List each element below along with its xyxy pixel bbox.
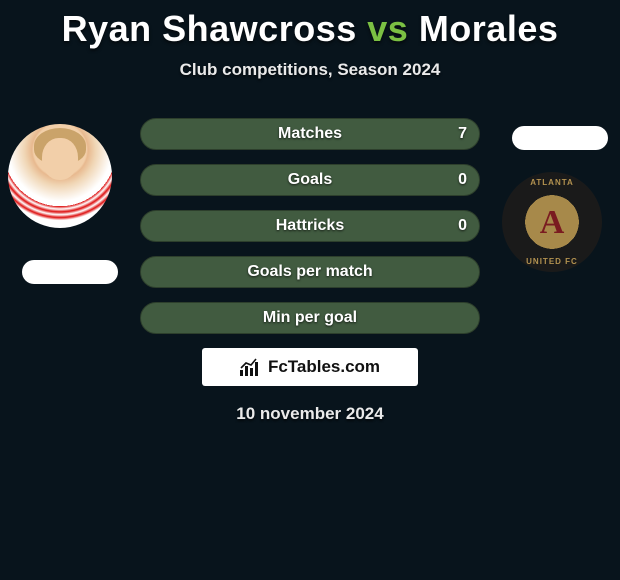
stat-row: Goals 0 [140,164,480,196]
stat-row: Goals per match [140,256,480,288]
player2-name: Morales [419,8,559,49]
stat-row: Hattricks 0 [140,210,480,242]
stat-row: Matches 7 [140,118,480,150]
snapshot-date: 10 november 2024 [0,404,620,424]
stat-label: Goals [141,171,479,189]
stat-label: Goals per match [141,263,479,281]
stat-label: Matches [141,125,479,143]
subtitle: Club competitions, Season 2024 [0,60,620,80]
stat-row: Min per goal [140,302,480,334]
stat-right-value: 7 [458,125,467,143]
stat-label: Hattricks [141,217,479,235]
comparison-title: Ryan Shawcross vs Morales [0,0,620,50]
stats-area: Matches 7 Goals 0 Hattricks 0 Goals per … [0,118,620,424]
stat-right-value: 0 [458,171,467,189]
fctables-watermark: FcTables.com [202,348,418,386]
vs-label: vs [367,8,408,49]
stat-right-value: 0 [458,217,467,235]
fctables-text: FcTables.com [268,357,380,377]
stat-label: Min per goal [141,309,479,327]
chart-bars-icon [240,358,262,376]
player1-name: Ryan Shawcross [62,8,357,49]
